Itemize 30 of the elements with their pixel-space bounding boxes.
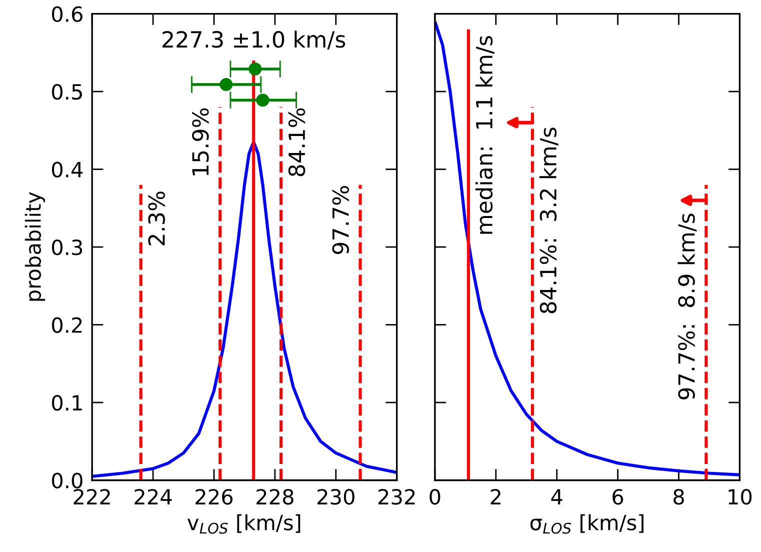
x-tick-label: 228: [256, 488, 294, 505]
x-tick-label: 6: [612, 488, 624, 505]
annotation: 15.9%: [192, 108, 209, 176]
x-tick-label: 222: [74, 488, 110, 504]
x-tick-label: 224: [134, 488, 172, 504]
x-tick-label: 8: [674, 488, 684, 505]
annotation: 84.1%: [288, 108, 306, 176]
annotation: 227.3 ±1.0 km/s: [162, 30, 346, 50]
y-tick-label: 0.1: [52, 394, 82, 411]
x-tick-label: 232: [378, 488, 415, 505]
y-tick-label: 0.5: [52, 84, 82, 100]
annotation: 2.3%: [148, 192, 165, 246]
x-tick-label: 0: [430, 488, 440, 505]
x-tick-label: 10: [728, 488, 752, 505]
annotation: 97.7%: 8.9 km/s: [678, 214, 697, 400]
x-axis-title: v$_{LOS}$ [km/s]: [187, 514, 300, 534]
x-axis-title: σ$_{LOS}$ [km/s]: [530, 514, 644, 534]
x-tick-label: 4: [551, 489, 562, 504]
annotation: 84.1%: 3.2 km/s: [539, 128, 558, 314]
annotation: median: 1.1 km/s: [475, 36, 494, 234]
x-tick-label: 226: [196, 488, 233, 505]
y-tick-label: 0.4: [52, 162, 83, 178]
y-tick-label: 0.2: [52, 317, 82, 333]
y-axis-title: probability: [24, 192, 46, 301]
y-tick-label: 0.0: [52, 472, 82, 488]
x-tick-label: 2: [490, 488, 500, 504]
y-tick-label: 0.6: [52, 6, 82, 22]
x-tick-label: 230: [318, 488, 354, 505]
annotation: 97.7%: [332, 186, 350, 254]
y-tick-label: 0.3: [52, 239, 82, 256]
